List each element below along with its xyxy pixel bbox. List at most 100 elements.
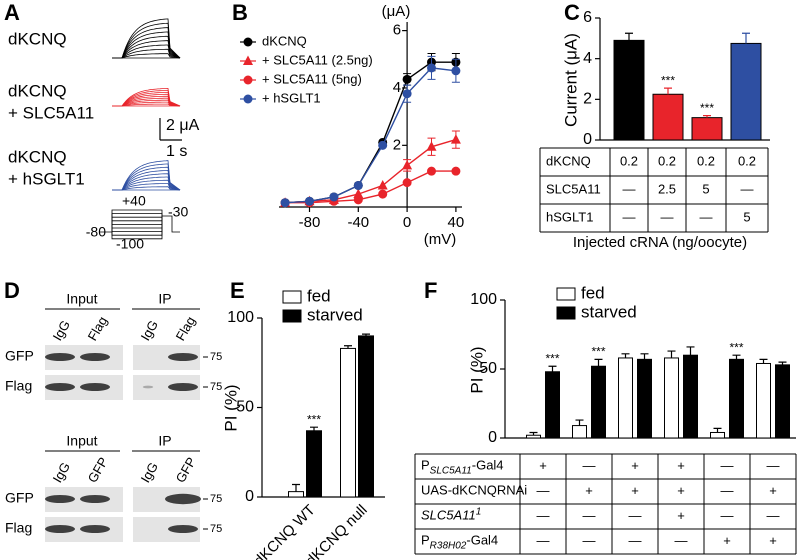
current-trace bbox=[112, 103, 181, 107]
current-trace bbox=[112, 166, 181, 191]
table-cell: — bbox=[629, 508, 642, 523]
legend-swatch bbox=[282, 309, 302, 323]
current-trace bbox=[112, 173, 181, 191]
data-point bbox=[427, 166, 436, 176]
x-tick-label: -80 bbox=[299, 214, 321, 231]
table-cell: 0.2 bbox=[658, 153, 676, 168]
significance: *** bbox=[591, 345, 605, 359]
error-bar bbox=[703, 115, 711, 118]
blot-band bbox=[45, 353, 75, 361]
panel-label: C bbox=[564, 0, 580, 25]
table-cell: — bbox=[537, 508, 550, 523]
x-axis-label: (mV) bbox=[424, 231, 457, 248]
blot-header: Input bbox=[66, 291, 97, 307]
voltage-step bbox=[111, 216, 163, 232]
table-cell: + bbox=[539, 458, 547, 473]
y-axis-label: (μA) bbox=[382, 3, 411, 20]
error-bar bbox=[310, 426, 318, 431]
y-tick-label: 50 bbox=[236, 399, 254, 416]
table-cell: — bbox=[721, 508, 734, 523]
blot-row-label: GFP bbox=[5, 490, 34, 506]
voltage-hold bbox=[100, 215, 180, 233]
data-point bbox=[305, 196, 314, 206]
table-cell: + bbox=[677, 458, 685, 473]
current-trace bbox=[112, 163, 181, 191]
y-tick-label: 2 bbox=[583, 91, 592, 108]
current-trace bbox=[112, 40, 181, 59]
current-trace bbox=[112, 87, 181, 107]
y-tick-label: 50 bbox=[479, 360, 497, 377]
bar bbox=[710, 431, 725, 439]
error-bar bbox=[529, 431, 538, 436]
table-cell: + bbox=[723, 533, 731, 548]
error-bar bbox=[713, 427, 722, 433]
current-trace bbox=[112, 179, 181, 191]
bar bbox=[306, 430, 322, 498]
data-point bbox=[402, 159, 413, 170]
current-trace bbox=[112, 48, 181, 59]
legend-marker bbox=[243, 94, 253, 104]
legend-marker bbox=[243, 55, 253, 65]
legend-marker bbox=[243, 75, 253, 85]
table-cell: 5 bbox=[702, 181, 709, 196]
blot-band bbox=[168, 383, 198, 391]
lane-label: Flag bbox=[173, 314, 199, 343]
blot-band bbox=[168, 525, 198, 533]
x-tick-label: -40 bbox=[347, 214, 369, 231]
table-cell: 0.2 bbox=[697, 153, 715, 168]
fit-line bbox=[285, 67, 456, 204]
data-point bbox=[353, 180, 363, 190]
bar bbox=[637, 358, 652, 439]
scale-current: 2 μA bbox=[166, 117, 200, 134]
current-trace bbox=[112, 95, 181, 107]
significance: *** bbox=[700, 101, 714, 115]
bar bbox=[591, 365, 606, 439]
lane-label: IgG bbox=[138, 318, 161, 344]
table-cell: — bbox=[741, 181, 754, 196]
blot-band bbox=[45, 383, 75, 391]
legend-marker bbox=[243, 37, 253, 47]
legend-swatch bbox=[556, 306, 576, 320]
bar bbox=[613, 39, 645, 141]
bar bbox=[683, 354, 698, 439]
bar bbox=[545, 371, 560, 439]
table-cell: + bbox=[677, 508, 685, 523]
data-point bbox=[378, 189, 388, 199]
blot-band bbox=[80, 353, 110, 361]
condition-label: dKCNQ bbox=[8, 147, 67, 166]
y-tick-label: 100 bbox=[470, 291, 497, 308]
current-trace bbox=[112, 44, 181, 59]
table-cell: — bbox=[700, 209, 713, 224]
row-label: dKCNQ bbox=[546, 153, 591, 168]
label-part: R38H02 bbox=[430, 540, 467, 551]
legend-label: fed bbox=[581, 283, 605, 302]
condition-label: dKCNQ bbox=[8, 81, 67, 100]
data-point bbox=[451, 66, 461, 76]
error-bar bbox=[621, 353, 630, 358]
error-bar bbox=[664, 87, 672, 95]
table-cell: + bbox=[769, 483, 777, 498]
current-trace bbox=[112, 53, 181, 59]
protocol-label: -100 bbox=[116, 236, 144, 252]
bar bbox=[340, 347, 356, 498]
blot-row-label: Flag bbox=[5, 378, 32, 394]
y-tick-label: 0 bbox=[583, 131, 592, 148]
legend-swatch bbox=[556, 287, 576, 301]
error-bar bbox=[667, 350, 676, 358]
data-point bbox=[427, 63, 436, 73]
table-cell: — bbox=[583, 508, 596, 523]
y-tick-label: 2 bbox=[393, 136, 401, 153]
row-label: PSLC5A11-Gal4 bbox=[421, 458, 504, 476]
table-cell: — bbox=[721, 458, 734, 473]
blot-band bbox=[45, 525, 75, 533]
table-cell: + bbox=[769, 533, 777, 548]
condition-label: dKCNQ bbox=[8, 29, 67, 48]
blot-header: Input bbox=[66, 433, 97, 449]
current-trace bbox=[112, 169, 181, 191]
condition-label: + hSGLT1 bbox=[8, 169, 85, 188]
x-tick-label: 0 bbox=[403, 214, 411, 231]
current-trace bbox=[112, 160, 181, 191]
voltage-step bbox=[111, 216, 163, 236]
y-tick-label: 0 bbox=[245, 488, 254, 505]
